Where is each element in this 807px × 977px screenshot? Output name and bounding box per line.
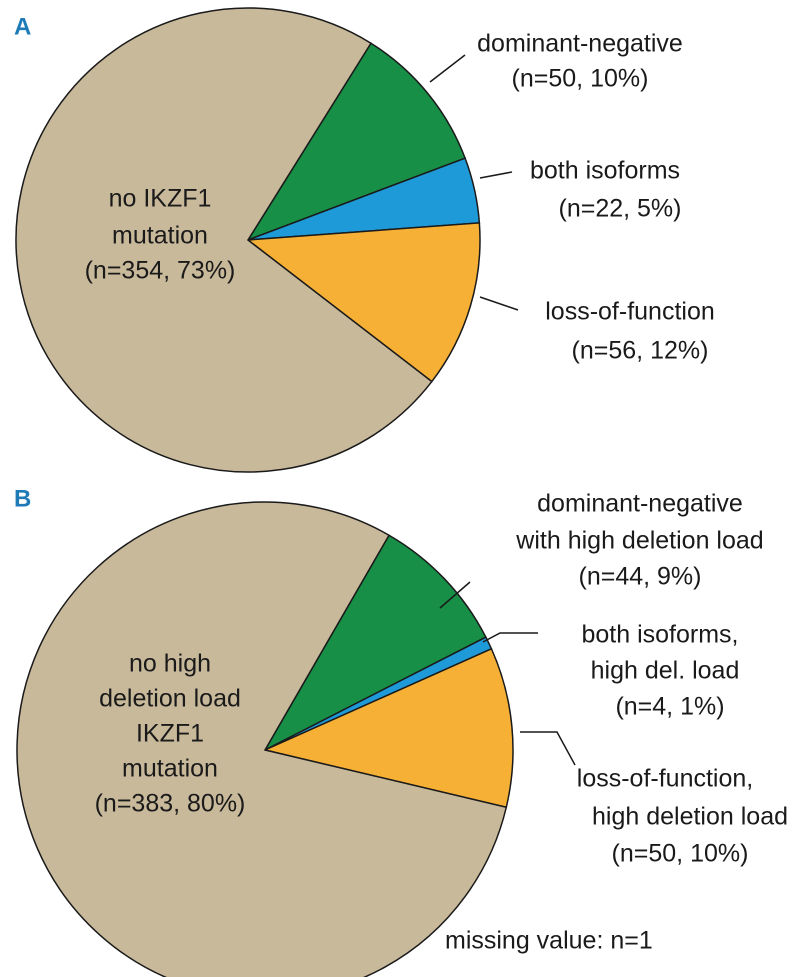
slice-label: mutation (112, 222, 208, 250)
value-label: (n=50, 10%) (612, 840, 749, 868)
pie-slice (263, 534, 487, 752)
value-label: (n=22, 5%) (559, 195, 682, 223)
value-label: (n=50, 10%) (512, 65, 649, 93)
pie-slice (16, 501, 508, 977)
value-label: (n=4, 1%) (615, 693, 724, 721)
leader-line (479, 171, 513, 179)
panel-label: B (14, 485, 31, 512)
slice-label: no IKZF1 (109, 185, 212, 213)
leader-line (482, 632, 538, 643)
pie-slice (246, 42, 467, 242)
slice-label: high deletion load (592, 803, 788, 831)
pie-slice (15, 7, 433, 473)
slice-label: deletion load (99, 685, 241, 713)
leader-line (439, 581, 471, 609)
slice-label: both isoforms (530, 157, 680, 185)
slice-label: loss-of-function, (577, 765, 753, 793)
slice-label: mutation (122, 755, 218, 783)
note: missing value: n=1 (445, 927, 653, 955)
slice-label: dominant-negative (477, 30, 683, 58)
slice-label: IKZF1 (136, 720, 204, 748)
leader-line (429, 54, 466, 83)
value-label: (n=383, 80%) (95, 790, 246, 818)
leader-line (479, 296, 519, 311)
pie-slice (245, 222, 481, 383)
leader-line (520, 731, 576, 766)
slice-label: loss-of-function (545, 298, 715, 326)
value-label: (n=354, 73%) (85, 257, 236, 285)
slice-label: both isoforms, (581, 621, 738, 649)
panel-label: A (14, 13, 31, 40)
slice-label: dominant-negative (537, 490, 743, 518)
value-label: (n=56, 12%) (572, 337, 709, 365)
pie-slice (262, 647, 514, 809)
value-label: (n=44, 9%) (579, 563, 702, 591)
slice-label: high del. load (591, 657, 740, 685)
slice-label: no high (129, 650, 211, 678)
slice-label: with high deletion load (515, 527, 763, 555)
